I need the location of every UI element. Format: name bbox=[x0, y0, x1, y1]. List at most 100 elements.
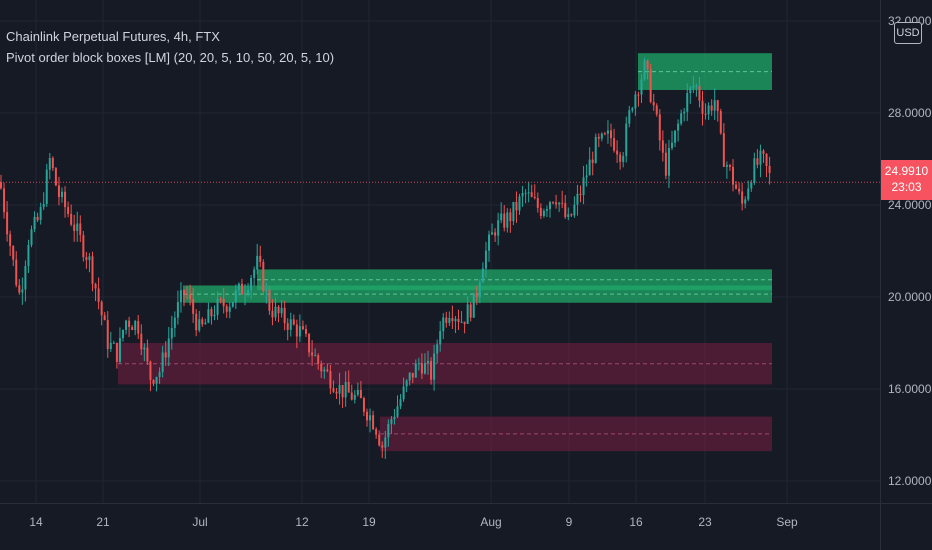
candle-down bbox=[375, 429, 378, 435]
candle-up bbox=[436, 344, 439, 354]
candle-up bbox=[707, 105, 710, 115]
candle-up bbox=[289, 319, 292, 330]
chart-legend[interactable]: Chainlink Perpetual Futures, 4h, FTX Piv… bbox=[6, 26, 334, 68]
candle-down bbox=[85, 257, 88, 261]
candle-down bbox=[259, 255, 262, 262]
bullish-order-block bbox=[257, 269, 772, 291]
candle-up bbox=[606, 130, 609, 134]
candle-down bbox=[597, 136, 600, 139]
candle-up bbox=[680, 113, 683, 124]
time-axis-ticks[interactable]: 14 21 Jul 12 19 Aug 9 16 23 Sep bbox=[29, 515, 798, 529]
candle-up bbox=[622, 155, 625, 162]
candle-up bbox=[402, 386, 405, 400]
candle-down bbox=[317, 355, 320, 364]
candle-up bbox=[567, 214, 570, 218]
candle-up bbox=[442, 317, 445, 332]
candle-down bbox=[268, 289, 271, 311]
candle-down bbox=[0, 182, 2, 189]
candle-down bbox=[533, 196, 536, 199]
candle-down bbox=[445, 317, 448, 323]
candle-up bbox=[478, 282, 481, 298]
candle-up bbox=[491, 232, 494, 235]
candle-down bbox=[735, 184, 738, 189]
candle-down bbox=[192, 298, 195, 314]
candle-down bbox=[579, 193, 582, 195]
candle-down bbox=[240, 283, 243, 295]
candle-up bbox=[545, 209, 548, 211]
candle-up bbox=[216, 298, 219, 315]
candle-up bbox=[237, 283, 240, 291]
candle-down bbox=[335, 391, 338, 394]
candle-down bbox=[189, 294, 192, 299]
candle-down bbox=[146, 347, 149, 362]
candle-down bbox=[756, 158, 759, 165]
candle-up bbox=[228, 306, 231, 312]
candle-up bbox=[628, 110, 631, 124]
candle-up bbox=[39, 207, 42, 221]
candle-up bbox=[549, 202, 551, 210]
time-tick-label: Sep bbox=[776, 515, 798, 529]
candle-down bbox=[149, 361, 152, 381]
candle-down bbox=[54, 168, 57, 186]
candle-up bbox=[247, 289, 250, 294]
candle-down bbox=[305, 329, 307, 334]
candle-up bbox=[631, 108, 634, 111]
candle-down bbox=[97, 288, 100, 302]
candle-up bbox=[588, 159, 591, 176]
candle-up bbox=[518, 196, 521, 211]
candle-down bbox=[728, 165, 731, 167]
candle-up bbox=[625, 123, 628, 156]
candle-down bbox=[51, 158, 54, 169]
candle-up bbox=[61, 191, 63, 198]
candle-up bbox=[667, 147, 670, 176]
candle-down bbox=[603, 133, 606, 135]
candle-up bbox=[643, 60, 646, 80]
candle-down bbox=[768, 165, 771, 173]
candle-down bbox=[561, 202, 564, 204]
candle-up bbox=[42, 203, 45, 208]
candle-up bbox=[753, 158, 756, 183]
candle-up bbox=[582, 177, 585, 195]
candle-up bbox=[298, 326, 301, 337]
candle-down bbox=[115, 342, 118, 362]
candle-down bbox=[698, 85, 701, 101]
candle-down bbox=[183, 290, 185, 294]
candle-up bbox=[759, 150, 762, 165]
time-tick-label: 19 bbox=[362, 515, 376, 529]
candle-down bbox=[530, 192, 533, 197]
candle-up bbox=[161, 352, 164, 373]
candle-up bbox=[500, 213, 503, 221]
candle-down bbox=[67, 207, 70, 214]
candle-down bbox=[195, 313, 198, 331]
candle-up bbox=[244, 293, 246, 295]
candle-down bbox=[57, 185, 60, 198]
candle-up bbox=[265, 289, 268, 292]
candle-down bbox=[152, 380, 155, 384]
candle-up bbox=[143, 347, 146, 350]
price-tick-label: 24.0000 bbox=[888, 198, 932, 212]
candle-up bbox=[640, 79, 643, 95]
candle-up bbox=[256, 255, 259, 270]
candle-down bbox=[610, 130, 612, 139]
price-axis-ticks[interactable]: 32.000028.000024.000020.000016.000012.00… bbox=[888, 14, 932, 488]
price-scale-border bbox=[880, 0, 881, 550]
candle-down bbox=[225, 306, 228, 312]
candle-up bbox=[527, 192, 530, 194]
currency-badge[interactable]: USD bbox=[894, 22, 922, 44]
candle-down bbox=[329, 371, 332, 389]
indicator-label[interactable]: Pivot order block boxes [LM] (20, 20, 5,… bbox=[6, 50, 335, 65]
candle-down bbox=[350, 392, 353, 400]
candle-up bbox=[167, 338, 170, 358]
candle-down bbox=[613, 138, 616, 151]
candle-down bbox=[555, 202, 558, 205]
candle-down bbox=[271, 310, 274, 318]
candle-down bbox=[719, 111, 722, 134]
candle-down bbox=[564, 203, 567, 218]
symbol-title[interactable]: Chainlink Perpetual Futures, 4h, FTX bbox=[6, 29, 220, 44]
candle-up bbox=[250, 277, 253, 290]
candle-up bbox=[323, 369, 326, 372]
candle-up bbox=[439, 331, 442, 345]
candle-down bbox=[738, 188, 741, 192]
candle-up bbox=[695, 85, 698, 87]
